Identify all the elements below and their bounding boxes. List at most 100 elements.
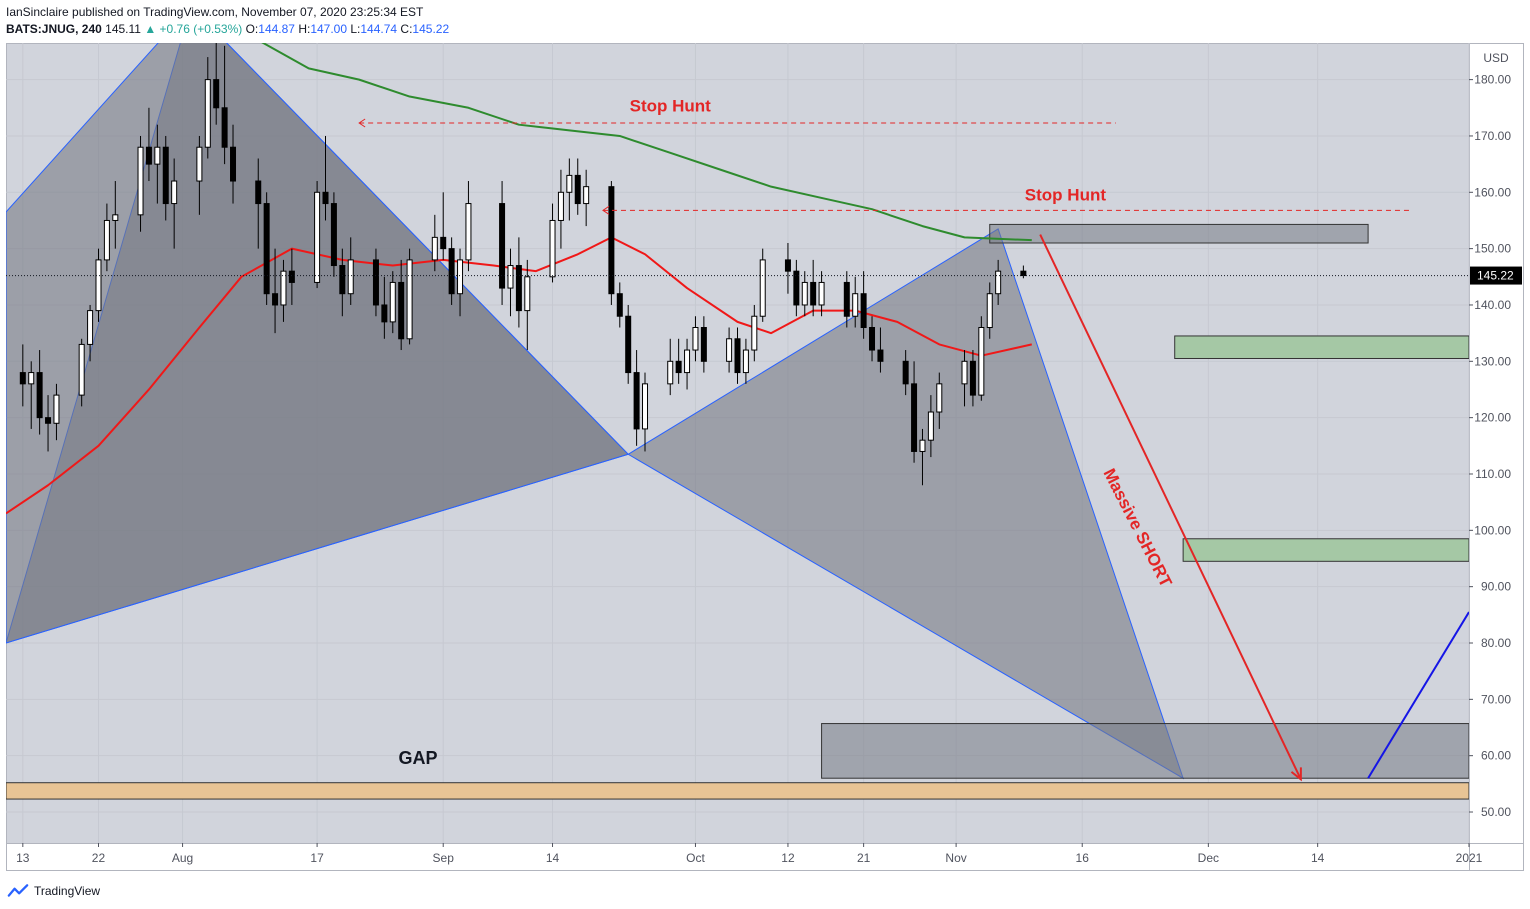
candle-body: [204, 79, 211, 148]
candle-body: [969, 360, 976, 396]
candle: [927, 395, 934, 458]
candle-body: [499, 203, 506, 289]
close-value: 145.22: [412, 22, 450, 36]
candle: [583, 169, 590, 227]
price-tick-label: 160.00: [1474, 185, 1511, 199]
last-price-badge: [1470, 266, 1522, 285]
candle: [751, 304, 758, 362]
candle-body: [322, 191, 329, 205]
candle: [112, 181, 119, 249]
candle-body: [330, 203, 337, 267]
candle: [103, 203, 110, 272]
candle: [919, 428, 926, 486]
candle: [726, 327, 733, 373]
candle: [936, 372, 943, 429]
candle-body: [213, 79, 220, 109]
arrow-head-icon: [1290, 767, 1302, 782]
target-zone: [821, 723, 1469, 779]
candle: [869, 316, 876, 362]
candle: [818, 271, 825, 317]
time-tick-label: Oct: [686, 851, 705, 865]
candle-body: [549, 219, 556, 278]
candle: [515, 237, 522, 328]
open-value: 144.87: [258, 22, 295, 36]
price-tick-label: 150.00: [1474, 242, 1511, 256]
candle: [213, 43, 220, 125]
candle-body: [339, 265, 346, 295]
candle: [692, 316, 699, 362]
price-tick-label: 70.00: [1481, 692, 1511, 706]
candle: [877, 327, 884, 373]
candle: [288, 248, 295, 305]
candle: [642, 372, 649, 452]
candle-body: [515, 265, 522, 312]
candle: [549, 203, 556, 283]
ohlc-line: BATS:JNUG, 240 145.11 ▲ +0.76 (+0.53%) O…: [6, 21, 449, 38]
open-label: O:: [245, 22, 259, 36]
candle: [372, 248, 379, 317]
candle-body: [465, 203, 472, 261]
candle-body: [263, 203, 270, 295]
candle: [969, 350, 976, 407]
candle: [431, 214, 438, 272]
candle-body: [566, 174, 573, 193]
candle: [440, 192, 447, 260]
candle-body: [986, 293, 993, 329]
tradingview-logo-icon: [7, 884, 29, 897]
high-value: 147.00: [310, 22, 348, 36]
candle-body: [1020, 270, 1027, 277]
candle-body: [171, 180, 178, 205]
price-tick-label: 100.00: [1474, 523, 1511, 537]
currency-label: USD: [1483, 51, 1509, 65]
price-tick-label: 130.00: [1474, 354, 1511, 368]
projection-line: [1367, 611, 1469, 779]
gap-zone: [6, 782, 1469, 800]
candle-body: [406, 259, 413, 340]
candle-body: [633, 372, 640, 430]
footer-brand[interactable]: TradingView: [6, 880, 100, 902]
candle-body: [280, 270, 287, 306]
candle: [87, 304, 94, 362]
candle-body: [784, 259, 791, 272]
time-tick-label: 14: [546, 851, 560, 865]
candle-body: [667, 360, 674, 385]
time-tick-label: 16: [1076, 851, 1090, 865]
stop-hunt-label: Stop Hunt: [1025, 186, 1107, 205]
candle-body: [793, 270, 800, 306]
high-label: H:: [298, 22, 311, 36]
arrow-left-icon: [602, 205, 610, 215]
candle-body: [431, 236, 438, 261]
candle: [566, 158, 573, 221]
candle: [902, 350, 909, 396]
candle-body: [869, 327, 876, 351]
candle-body: [877, 349, 884, 362]
candle-body: [154, 146, 161, 165]
candle: [700, 316, 707, 373]
candle: [314, 181, 321, 289]
candle-body: [919, 439, 926, 452]
candle-body: [843, 281, 850, 317]
candle: [137, 135, 144, 232]
candle: [162, 135, 169, 221]
candle-body: [742, 349, 749, 374]
candle: [625, 304, 632, 384]
candle-body: [28, 372, 35, 385]
candle: [272, 248, 279, 334]
candle: [742, 338, 749, 384]
candle: [171, 158, 178, 249]
candle-body: [53, 394, 60, 424]
candle-body: [810, 281, 817, 306]
candle-body: [137, 146, 144, 216]
candle-body: [507, 265, 514, 289]
candle: [608, 181, 615, 305]
candle: [406, 248, 413, 345]
last-price-badge-label: 145.22: [1477, 269, 1514, 283]
candle: [330, 192, 337, 277]
candle-body: [759, 259, 766, 317]
time-tick-label: 22: [92, 851, 106, 865]
candle: [507, 248, 514, 317]
symbol-label: BATS:JNUG, 240: [6, 22, 102, 36]
candle: [557, 169, 564, 249]
candle-body: [675, 360, 682, 374]
